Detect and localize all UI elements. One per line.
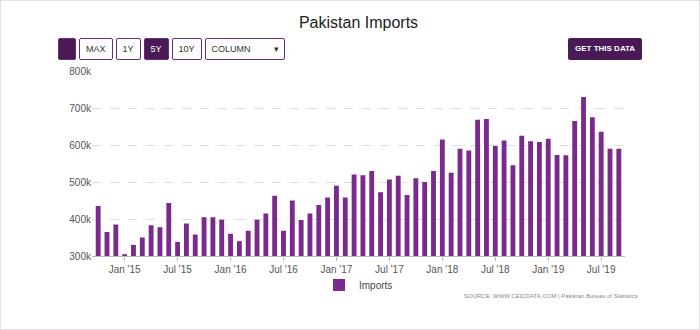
svg-text:Jul '18: Jul '18 [481,264,510,275]
svg-text:Jul '16: Jul '16 [269,264,298,275]
html-text:1Y: 1Y [122,44,134,54]
svg-text:500k: 500k [69,177,92,188]
svg-text:Jan '19: Jan '19 [532,264,564,275]
svg-text:Jul '15: Jul '15 [163,264,192,275]
svg-text:700k: 700k [69,103,92,114]
html-text:10Y: 10Y [178,44,195,54]
svg-text:Jan '15: Jan '15 [109,264,141,275]
html-text:MAX: MAX [86,44,106,54]
svg-text:SOURCE: WWW.CEICDATA.COM | Pak: SOURCE: WWW.CEICDATA.COM | Pakistan Bure… [464,293,638,299]
svg-text:Jan '17: Jan '17 [320,264,352,275]
svg-text:300k: 300k [69,251,92,262]
svg-text:Jul '19: Jul '19 [587,264,616,275]
svg-text:800k: 800k [69,66,92,77]
svg-text:Jan '16: Jan '16 [215,264,247,275]
svg-text:600k: 600k [69,140,92,151]
svg-text:Jul '17: Jul '17 [375,264,404,275]
html-text:GET THIS DATA: GET THIS DATA [575,44,636,53]
svg-text:400k: 400k [69,214,92,225]
svg-text:Jan '18: Jan '18 [426,264,458,275]
svg-text:Pakistan Imports: Pakistan Imports [299,14,418,31]
svg-text:Imports: Imports [359,280,392,291]
html-text:COLUMN: COLUMN [211,44,251,54]
html-text:5Y: 5Y [150,44,162,54]
